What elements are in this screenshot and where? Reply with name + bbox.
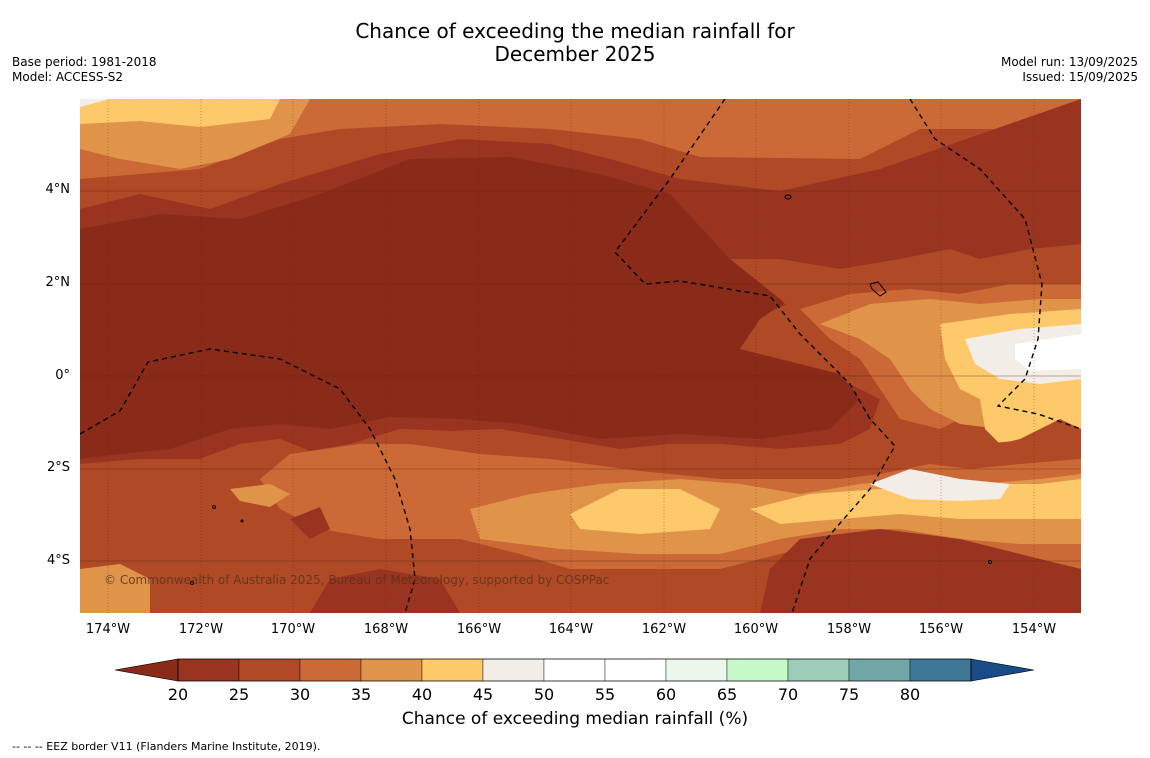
south-west-band-35-40 (80, 484, 290, 613)
lon-label-168w: 168°W (363, 622, 409, 637)
lat-label-2n: 2°N (45, 275, 71, 290)
colorbar-cell (421, 658, 484, 682)
lon-label-162w: 162°W (641, 622, 687, 637)
south-band-45-50 (870, 469, 1010, 501)
lon-label-158w: 158°W (826, 622, 872, 637)
colorbar-under-arrow (114, 658, 179, 682)
colorbar-cell (848, 658, 911, 682)
lon-label-154w: 154°W (1011, 622, 1057, 637)
colorbar-cell (909, 658, 972, 682)
colorbar-tick-label: 30 (289, 685, 311, 704)
colorbar-cell (787, 658, 850, 682)
north-band-30-35 (80, 99, 1081, 179)
colorbar-tick-label: 80 (899, 685, 921, 704)
colorbar-cell (299, 658, 362, 682)
copyright-text: © Commonwealth of Australia 2025, Bureau… (104, 573, 610, 587)
eez-legend-text: -- -- -- EEZ border V11 (Flanders Marine… (12, 740, 321, 753)
colorbar-over-arrow (970, 658, 1035, 682)
lon-label-170w: 170°W (270, 622, 316, 637)
lat-gridlines (80, 190, 1081, 562)
lon-label-172w: 172°W (178, 622, 224, 637)
meta-right: Model run: 13/09/2025 Issued: 15/09/2025 (1001, 55, 1138, 85)
eez-borders (80, 99, 1081, 613)
base-period-text: Base period: 1981-2018 (12, 55, 157, 69)
colorbar-cell (543, 658, 606, 682)
lat-label-4n: 4°N (45, 182, 71, 197)
colorbar-tick-label: 65 (716, 685, 738, 704)
lon-label-164w: 164°W (548, 622, 594, 637)
colorbar-tick-label: 35 (350, 685, 372, 704)
lat-label-4s: 4°S (46, 553, 70, 568)
lon-label-166w: 166°W (456, 622, 502, 637)
colorbar-tick-label: 25 (228, 685, 250, 704)
model-run-text: Model run: 13/09/2025 (1000, 55, 1138, 69)
colorbar-tick-label: 75 (838, 685, 860, 704)
colorbar-tick-label: 50 (533, 685, 555, 704)
issued-text: Issued: 15/09/2025 (1022, 70, 1138, 84)
lat-label-0: 0° (55, 368, 70, 383)
colorbar-cell (482, 658, 545, 682)
map-title-line1: Chance of exceeding the median rainfall … (355, 19, 795, 43)
colorbar-tick-label: 40 (411, 685, 433, 704)
north-band-45-50 (80, 99, 110, 107)
colorbar-tick-label: 70 (777, 685, 799, 704)
colorbar-cell (665, 658, 728, 682)
north-band-40-45 (80, 99, 280, 127)
colorbar-cell (604, 658, 667, 682)
colorbar-cell (360, 658, 423, 682)
south-band-20-25 (290, 507, 1081, 613)
colorbar-outline (177, 658, 972, 682)
colorbar-tick-label: 45 (472, 685, 494, 704)
colorbar-tick-label: 55 (594, 685, 616, 704)
map-title-line2: December 2025 (494, 42, 656, 66)
lon-label-174w: 174°W (85, 622, 131, 637)
colorbar-cell (726, 658, 789, 682)
colorbar (114, 658, 1035, 682)
lon-label-160w: 160°W (733, 622, 779, 637)
rainfall-map-svg (80, 99, 1081, 613)
east-band-50-55 (1015, 334, 1081, 371)
model-text: Model: ACCESS-S2 (12, 70, 124, 84)
colorbar-label: Chance of exceeding median rainfall (%) (401, 709, 749, 729)
island-outlines (190, 194, 992, 585)
lon-label-156w: 156°W (918, 622, 964, 637)
colorbar-cell (238, 658, 301, 682)
colorbar-tick-label: 20 (167, 685, 189, 704)
central-band-under-20 (80, 157, 860, 459)
meta-left: Base period: 1981-2018 Model: ACCESS-S2 (12, 55, 157, 85)
colorbar-cells (177, 658, 972, 682)
rainfall-map (80, 99, 1081, 613)
colorbar-cell (177, 658, 240, 682)
colorbar-tick-label: 60 (655, 685, 677, 704)
lat-label-2s: 2°S (46, 460, 70, 475)
